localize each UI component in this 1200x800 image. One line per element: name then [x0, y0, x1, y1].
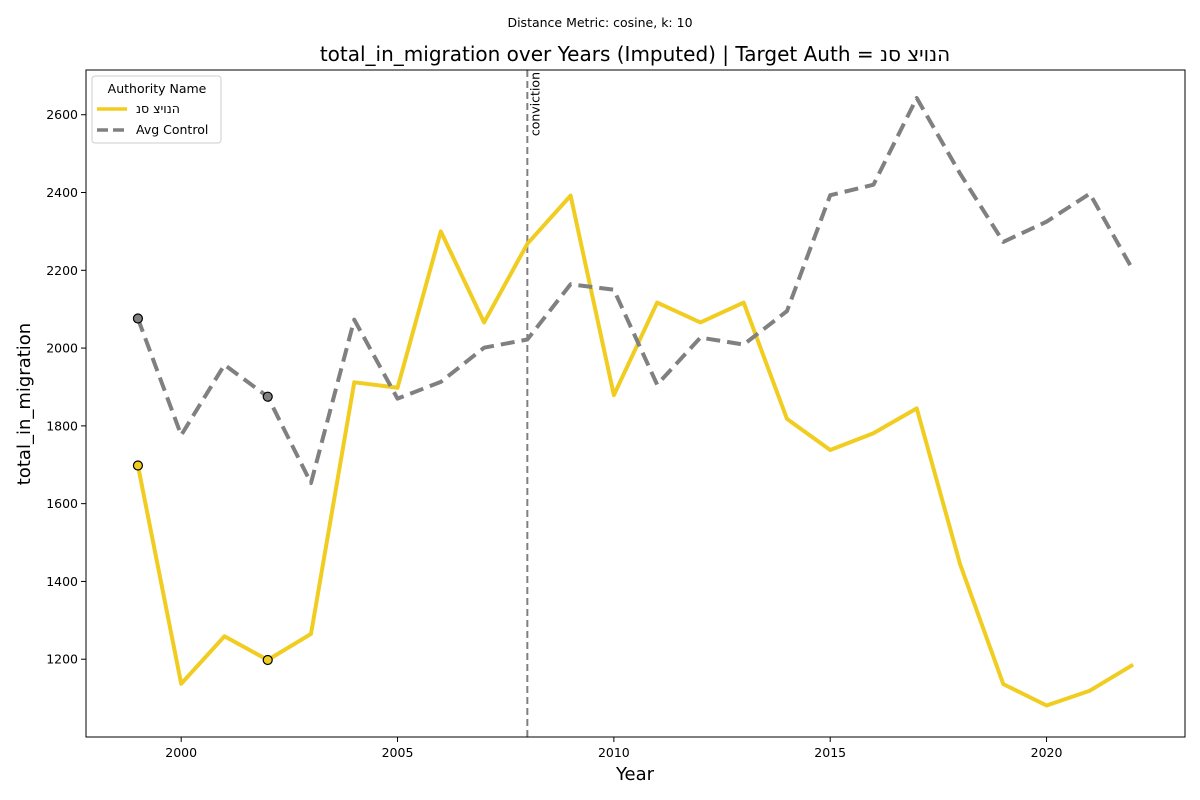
series-line-1	[136, 96, 1135, 486]
imputed-point-marker	[132, 313, 144, 324]
plot-frame	[85, 69, 1186, 738]
legend-label-target: הנויצ סנ	[136, 101, 180, 116]
legend-label-control: Avg Control	[136, 122, 208, 137]
imputed-point-marker	[262, 391, 273, 402]
x-tick-label: 2020	[1031, 745, 1063, 760]
chart-title: total_in_migration over Years (Imputed) …	[320, 42, 950, 66]
y-tick-label: 1600	[46, 496, 78, 511]
y-tick-label: 1400	[46, 574, 78, 589]
series-line-0	[135, 193, 1135, 708]
y-tick-label: 2600	[46, 107, 78, 122]
plot-area: conviction	[132, 70, 1135, 737]
y-tick-label: 2000	[46, 341, 78, 356]
x-tick-label: 2005	[382, 745, 414, 760]
chart-suptitle: Distance Metric: cosine, k: 10	[507, 15, 692, 30]
vline-label: conviction	[527, 72, 542, 136]
y-axis-label: total_in_migration	[14, 323, 35, 485]
axes: 2000 2005 2010 2015 2020 1200 1400 1600 1800 2000…	[46, 107, 1062, 760]
imputed-point-marker	[262, 654, 273, 666]
imputed-point-marker	[132, 460, 144, 471]
y-tick-label: 2400	[46, 185, 78, 200]
legend-frame	[91, 75, 222, 144]
y-tick-label: 2200	[46, 263, 78, 278]
x-tick-label: 2015	[814, 745, 846, 760]
x-tick-label: 2010	[598, 745, 630, 760]
y-tick-label: 1200	[46, 652, 78, 667]
x-tick-label: 2000	[165, 745, 197, 760]
legend: Authority Name הנויצ סנ Avg Control	[91, 75, 222, 144]
y-tick-label: 1800	[46, 418, 78, 433]
x-axis-label: Year	[615, 764, 655, 785]
legend-title: Authority Name	[108, 81, 207, 96]
